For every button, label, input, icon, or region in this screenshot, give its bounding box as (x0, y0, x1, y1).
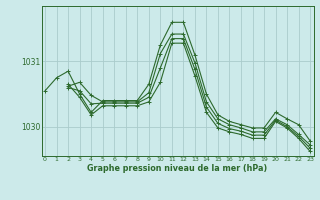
X-axis label: Graphe pression niveau de la mer (hPa): Graphe pression niveau de la mer (hPa) (87, 164, 268, 173)
